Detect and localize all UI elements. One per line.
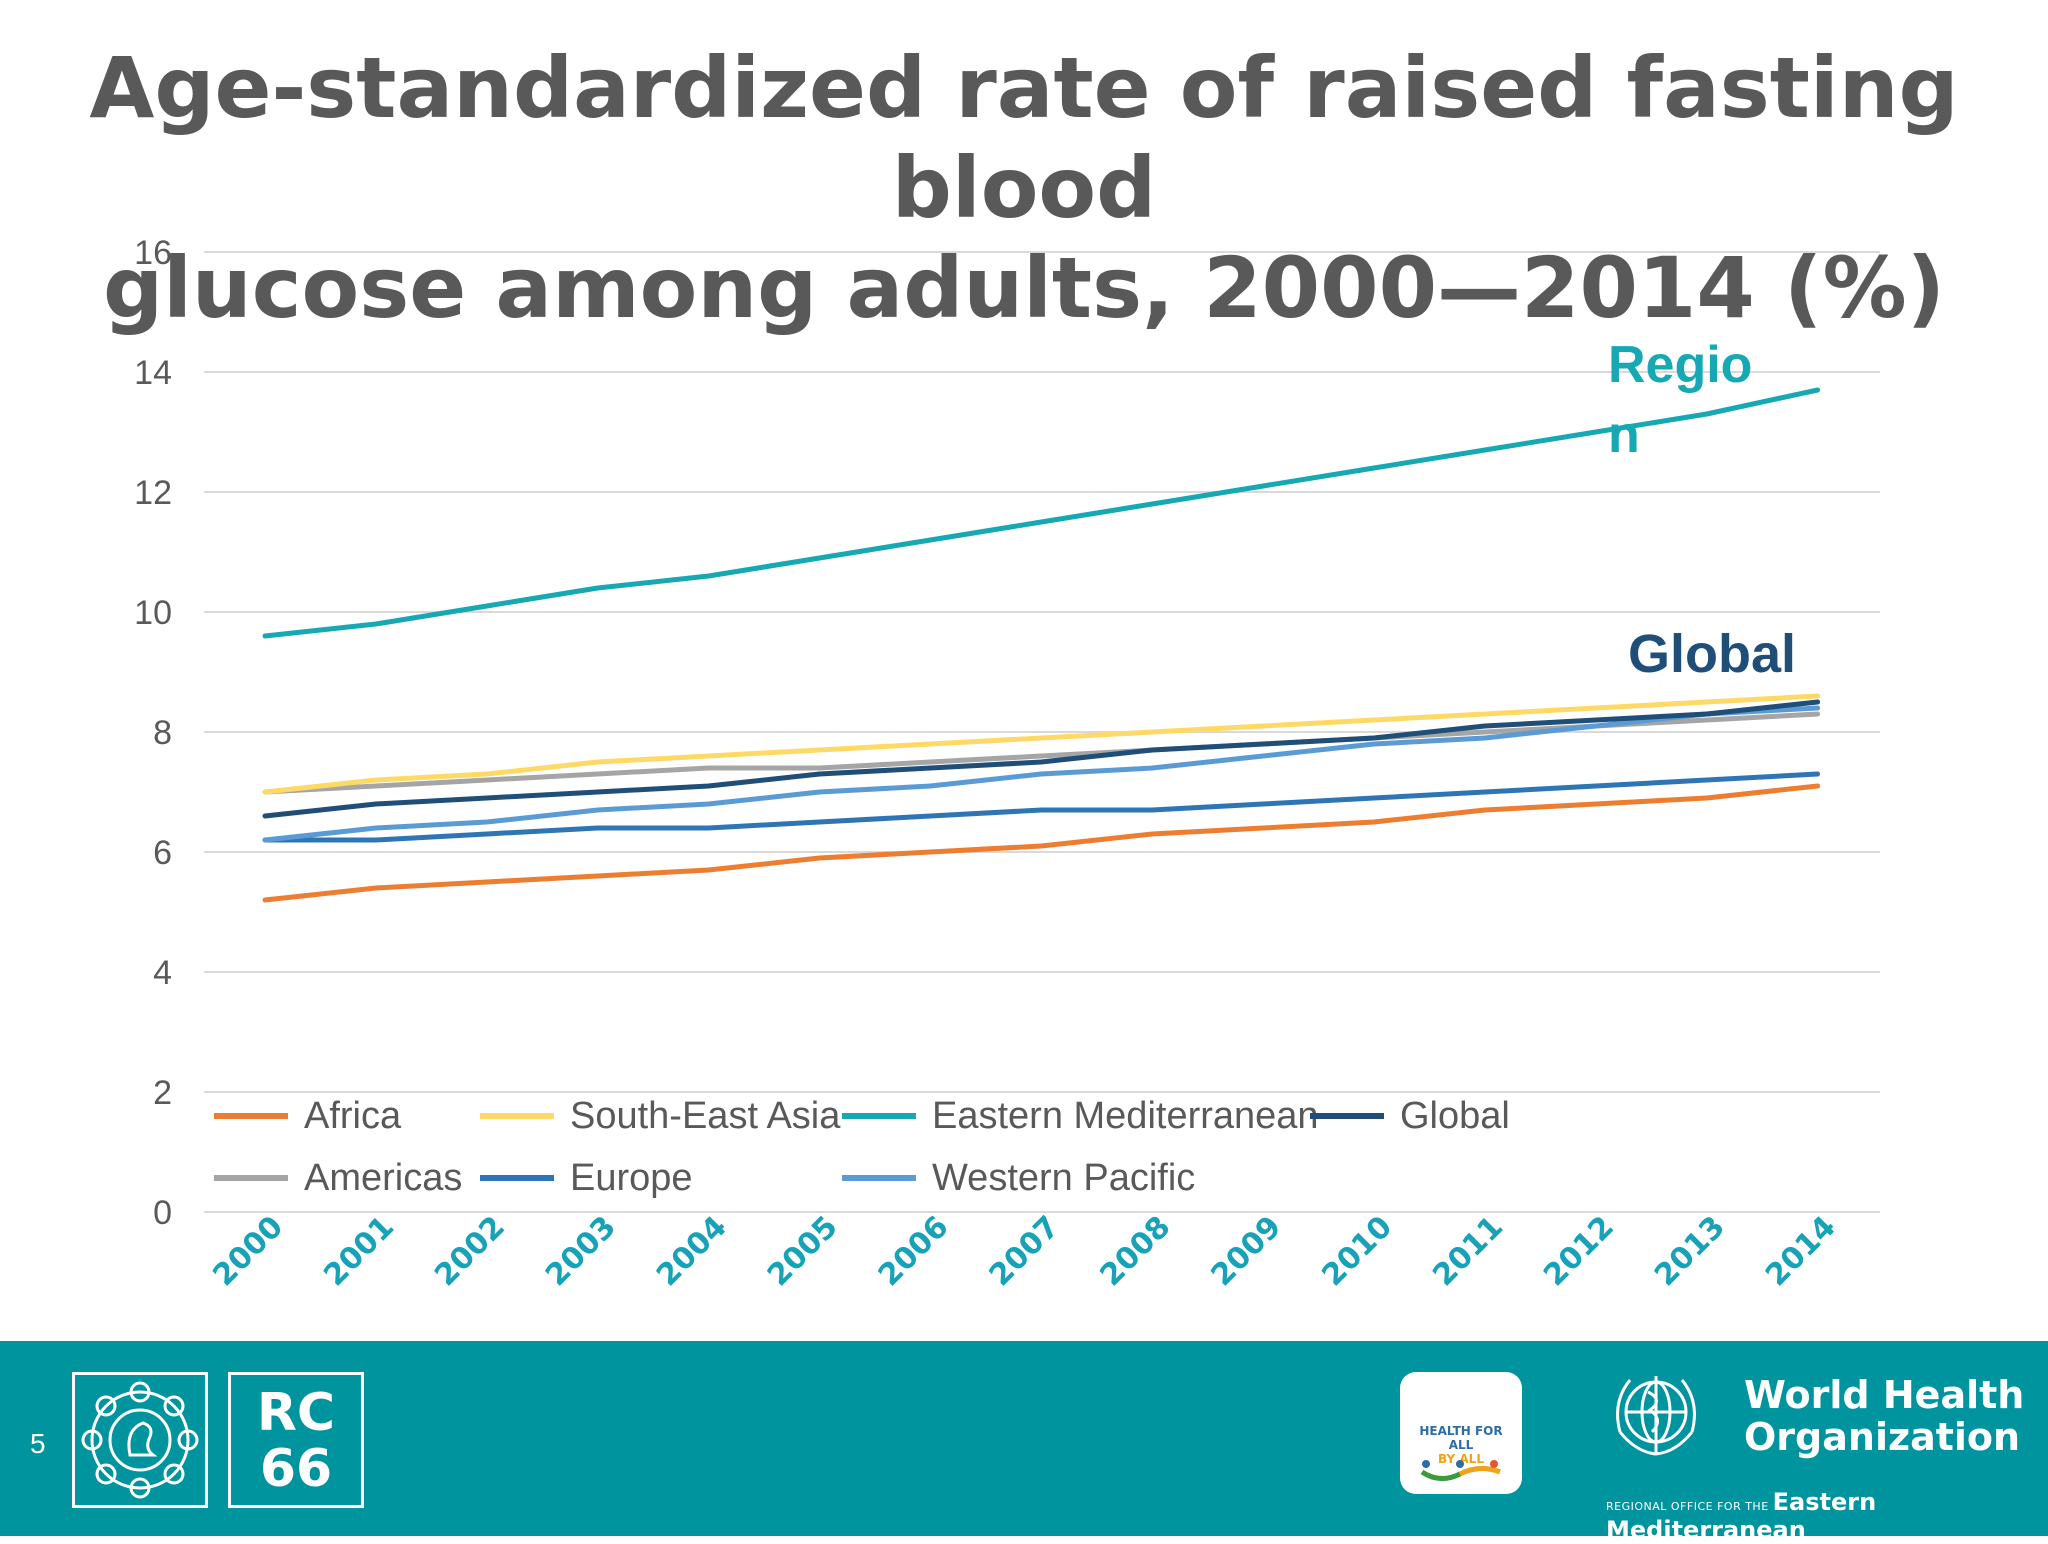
emblem-logo — [72, 1372, 208, 1508]
legend-label-eastern-mediterranean: Eastern Mediterranean — [932, 1095, 1319, 1137]
x-tick-2004: 2004 — [650, 1209, 734, 1293]
annotation-global: Global — [1628, 624, 1796, 684]
legend-label-africa: Africa — [304, 1095, 402, 1137]
legend-label-south-east-asia: South-East Asia — [570, 1095, 841, 1137]
who-region-prefix: REGIONAL OFFICE FOR THE — [1606, 1500, 1769, 1513]
legend-label-americas: Americas — [304, 1157, 462, 1199]
series-line-global — [262, 699, 1821, 819]
y-tick-2: 2 — [153, 1074, 172, 1112]
x-tick-2013: 2013 — [1648, 1209, 1732, 1293]
hfa-line-2: BY ALL — [1438, 1452, 1484, 1466]
annotation-region-2: n — [1608, 406, 1640, 464]
x-tick-2009: 2009 — [1204, 1209, 1288, 1293]
grid-lines — [204, 251, 1880, 1213]
x-tick-2002: 2002 — [428, 1209, 512, 1293]
x-tick-2006: 2006 — [872, 1209, 956, 1293]
x-tick-labels: 2000 2001 2002 2003 2004 2005 2006 2007 2008 2009… — [206, 1209, 1842, 1293]
rc-line-1: RC — [256, 1383, 336, 1443]
y-tick-12: 12 — [134, 474, 172, 512]
x-tick-2005: 2005 — [761, 1209, 845, 1293]
legend-label-europe: Europe — [570, 1157, 693, 1199]
y-tick-8: 8 — [153, 714, 172, 752]
x-tick-2000: 2000 — [206, 1209, 290, 1293]
x-tick-2003: 2003 — [539, 1209, 623, 1293]
y-tick-0: 0 — [153, 1194, 172, 1232]
who-emblem-icon — [1616, 1376, 1696, 1456]
y-tick-14: 14 — [134, 354, 172, 392]
slide-title: Age-standardized rate of raised fasting … — [40, 38, 2008, 338]
who-line-2: Organization — [1744, 1415, 2021, 1459]
annotation-region-1: Regio — [1608, 336, 1752, 394]
x-tick-2012: 2012 — [1537, 1209, 1621, 1293]
x-tick-2010: 2010 — [1315, 1209, 1399, 1293]
hfa-line-1: HEALTH FOR ALL — [1419, 1424, 1503, 1452]
series-line-south-east-asia — [262, 693, 1821, 795]
who-name: World Health Organization — [1744, 1374, 2024, 1458]
y-tick-4: 4 — [153, 954, 172, 992]
health-for-all-logo: HEALTH FOR ALL BY ALL — [1400, 1372, 1522, 1494]
y-tick-labels: 0 2 4 6 8 10 12 14 16 — [134, 234, 172, 1232]
x-tick-2007: 2007 — [983, 1209, 1067, 1293]
hfa-text: HEALTH FOR ALL BY ALL — [1408, 1424, 1514, 1466]
x-tick-2008: 2008 — [1094, 1209, 1178, 1293]
series-line-western-pacific — [262, 705, 1821, 843]
legend-label-western-pacific: Western Pacific — [932, 1157, 1195, 1199]
y-tick-10: 10 — [134, 594, 172, 632]
rc-line-2: 66 — [259, 1439, 333, 1499]
x-tick-2011: 2011 — [1426, 1209, 1510, 1293]
annotations: Regio n Global — [1608, 336, 1796, 684]
who-line-1: World Health — [1744, 1373, 2025, 1417]
legend: Africa South-East Asia Eastern Mediterrane… — [214, 1095, 1510, 1199]
x-tick-2001: 2001 — [317, 1209, 401, 1293]
y-tick-6: 6 — [153, 834, 172, 872]
x-tick-2014: 2014 — [1759, 1209, 1843, 1293]
series-lines — [262, 387, 1821, 903]
series-line-africa — [262, 783, 1821, 903]
emblem-icon — [81, 1381, 199, 1499]
legend-label-global: Global — [1400, 1095, 1510, 1137]
series-line-europe — [262, 771, 1821, 843]
people-icon — [1420, 1460, 1501, 1481]
title-line-1: Age-standardized rate of raised fasting … — [89, 39, 1959, 237]
y-tick-16: 16 — [134, 234, 172, 272]
title-line-2: glucose among adults, 2000—2014 (%) — [102, 239, 1945, 337]
series-line-eastern-mediterranean — [262, 387, 1821, 639]
rc66-logo: RC 66 — [228, 1372, 364, 1508]
slide-number: 5 — [30, 1428, 46, 1459]
